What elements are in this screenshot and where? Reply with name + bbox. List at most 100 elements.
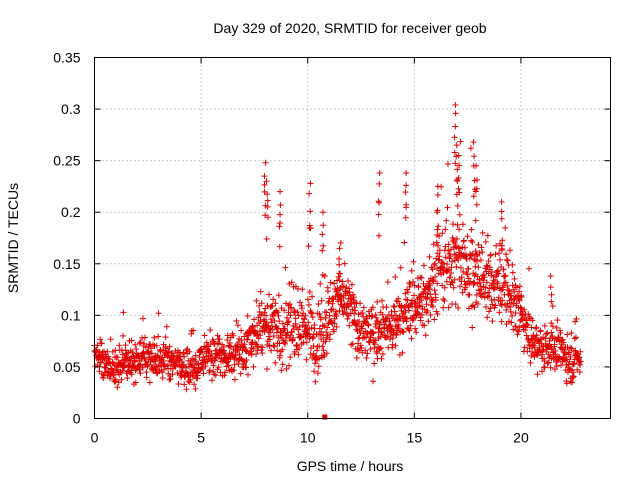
data-point [252,339,259,346]
data-point [372,337,379,344]
data-point [528,352,535,359]
data-point [285,318,292,325]
data-point [504,257,511,264]
data-point [183,347,190,354]
data-point [369,304,376,311]
data-point [295,312,302,319]
data-point [330,306,337,313]
data-point [208,377,215,384]
data-point [318,297,325,304]
data-point [264,203,271,210]
data-point [477,257,484,264]
data-point [418,274,425,281]
data-point [270,332,277,339]
x-tick-label: 20 [513,430,529,446]
data-point [97,359,104,366]
data-point [307,351,314,358]
data-point [563,380,570,387]
data-point [549,323,556,330]
data-point [454,203,461,210]
data-point [541,364,548,371]
data-point [427,291,434,298]
data-point [426,253,433,260]
data-point [453,235,460,242]
data-point [323,350,330,357]
data-point [392,274,399,281]
data-point [445,241,452,248]
data-point [230,332,237,339]
data-point [351,310,358,317]
data-point [122,342,129,349]
data-point [117,360,124,367]
data-point [102,364,109,371]
data-point [202,363,209,370]
data-point [305,243,312,250]
data-point [459,289,466,296]
data-point [431,261,438,268]
data-point [547,273,554,280]
data-point [253,297,260,304]
data-point [570,369,577,376]
data-point [295,351,302,358]
data-point [131,358,138,365]
data-point [267,316,274,323]
data-point [114,354,121,361]
data-point [387,336,394,343]
data-point [496,250,503,257]
data-point [279,330,286,337]
data-point [429,297,436,304]
y-tick-label: 0.3 [61,101,81,117]
data-point [495,294,502,301]
data-point [447,274,454,281]
data-point [496,309,503,316]
data-point [499,297,506,304]
data-point [348,341,355,348]
data-point [518,305,525,312]
data-point [395,321,402,328]
data-point [155,310,162,317]
data-point [347,295,354,302]
data-point [235,361,242,368]
data-point [376,345,383,352]
data-point [114,384,121,391]
data-point [538,351,545,358]
data-point [263,319,270,326]
data-point [564,331,571,338]
data-point [544,330,551,337]
data-point [472,248,479,255]
data-point [364,350,371,357]
data-point [277,188,284,195]
data-point [292,320,299,327]
data-point [449,221,456,228]
data-point [369,329,376,336]
data-point [181,381,188,388]
data-point [385,311,392,318]
data-point [277,220,284,227]
data-point [336,277,343,284]
data-point [424,307,431,314]
data-point [452,110,459,117]
data-point [261,181,268,188]
data-point [320,332,327,339]
data-point [311,360,318,367]
data-point [367,334,374,341]
data-point [325,298,332,305]
data-point [315,300,322,307]
data-point [283,365,290,372]
data-point [499,237,506,244]
data-point [342,290,349,297]
data-point [469,324,476,331]
data-point [414,309,421,316]
data-point [309,314,316,321]
data-point [264,197,271,204]
data-point [427,312,434,319]
data-point [526,265,533,272]
data-point [489,318,496,325]
data-point [508,319,515,326]
data-point [453,153,460,160]
data-point [128,371,135,378]
data-point [433,308,440,315]
data-point [527,359,534,366]
data-point [319,343,326,350]
data-point [284,319,291,326]
